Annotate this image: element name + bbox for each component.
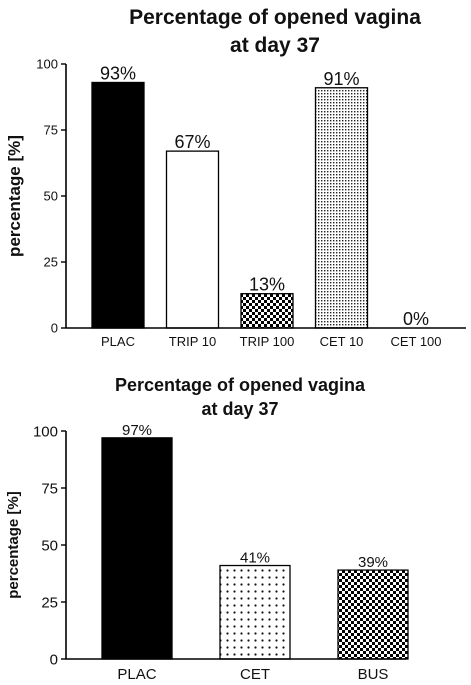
bar-trip-100 [240,293,294,329]
chart-1-title: Percentage of opened vagina [129,6,421,29]
chart-2-axes: 0 25 50 75 100 PLAC CET BUS [33,423,406,683]
y-tick-label: 0 [50,651,58,668]
data-label: 13% [249,275,285,295]
x-tick-label: CET 10 [320,334,364,349]
x-tick-label: BUS [358,666,389,683]
x-tick-label: TRIP 100 [240,334,295,349]
bar-cet-10 [314,87,369,329]
x-tick-label: TRIP 10 [169,334,216,349]
chart-2-title: Percentage of opened vagina [115,375,366,395]
y-tick-label: 75 [41,480,58,497]
bar-plac [101,437,173,660]
x-tick-label: CET [240,666,270,683]
y-tick-label: 25 [44,255,58,270]
bar-cet [219,564,291,660]
data-label: 91% [323,69,359,89]
bar-plac [91,81,145,329]
y-tick-label: 100 [36,57,58,72]
chart-1-bars: 93% 67% 13% 91% 0% [91,63,429,329]
bar-bus [337,569,409,660]
chart-2: Percentage of opened vagina at day 37 pe… [5,375,409,683]
x-tick-label: CET 100 [390,334,441,349]
bar-trip-10 [165,150,220,329]
chart-2-y-axis-label: percentage [%] [5,491,22,599]
chart-1: Percentage of opened vagina at day 37 pe… [5,6,466,349]
y-tick-label: 100 [33,423,58,440]
chart-1-y-axis-label: percentage [%] [5,135,24,257]
x-tick-label: PLAC [117,666,156,683]
y-tick-label: 50 [44,189,58,204]
chart-2-bars: 97% 41% 39% [101,422,409,660]
data-label: 39% [358,554,388,571]
y-tick-label: 75 [44,123,58,138]
data-label: 97% [122,422,152,439]
y-tick-label: 25 [41,594,58,611]
y-tick-label: 0 [51,321,58,336]
x-tick-label: PLAC [101,334,135,349]
data-label: 93% [100,63,136,83]
data-label: 0% [403,309,429,329]
data-label: 41% [240,550,270,567]
chart-2-subtitle: at day 37 [201,399,278,419]
chart-1-subtitle: at day 37 [230,34,320,57]
chart-1-axes: 0 25 50 75 100 PLAC TRIP 10 TRIP 100 CET 10 CET 1… [36,57,466,349]
data-label: 67% [174,132,210,152]
y-tick-label: 50 [41,537,58,554]
